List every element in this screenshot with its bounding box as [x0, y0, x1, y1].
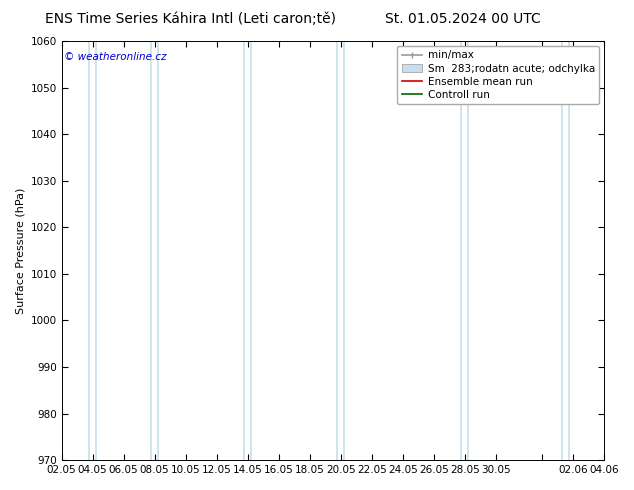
Bar	[343, 41, 346, 460]
Bar	[336, 41, 338, 460]
Bar	[243, 41, 245, 460]
Bar	[467, 41, 469, 460]
Legend: min/max, Sm  283;rodatn acute; odchylka, Ensemble mean run, Controll run: min/max, Sm 283;rodatn acute; odchylka, …	[398, 46, 599, 104]
Bar	[250, 41, 252, 460]
Text: © weatheronline.cz: © weatheronline.cz	[65, 51, 167, 62]
Bar	[88, 41, 90, 460]
Text: St. 01.05.2024 00 UTC: St. 01.05.2024 00 UTC	[385, 12, 541, 26]
Bar	[157, 41, 159, 460]
Bar	[460, 41, 462, 460]
Bar	[568, 41, 570, 460]
Bar	[95, 41, 97, 460]
Text: ENS Time Series Káhira Intl (Leti caron;tě): ENS Time Series Káhira Intl (Leti caron;…	[45, 12, 335, 26]
Y-axis label: Surface Pressure (hPa): Surface Pressure (hPa)	[15, 187, 25, 314]
Bar	[561, 41, 563, 460]
Bar	[150, 41, 152, 460]
